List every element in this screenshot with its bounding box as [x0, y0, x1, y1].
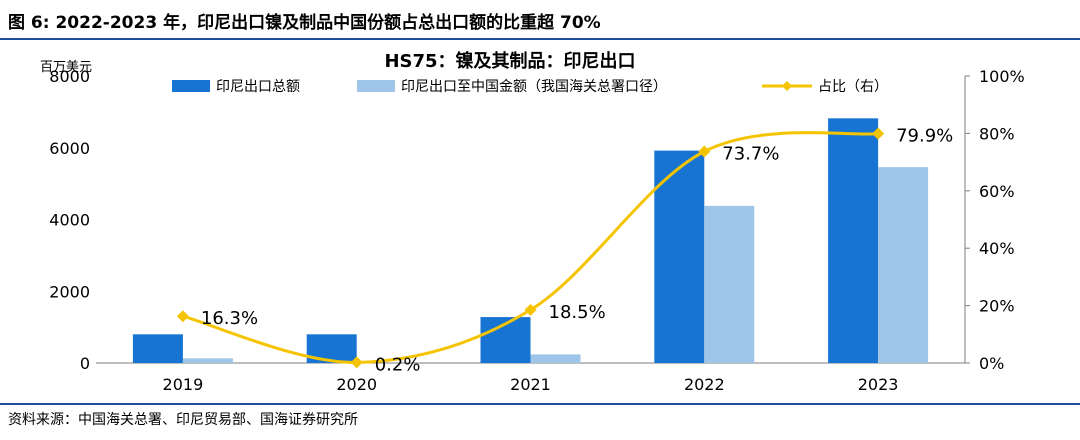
legend: 印尼出口总额 印尼出口至中国金额（我国海关总署口径） 占比（右）: [172, 79, 888, 95]
y-right-tick-label: 100%: [979, 67, 1025, 86]
top-divider: [0, 38, 1080, 40]
legend-swatch-total: [172, 80, 210, 92]
x-tick-label: 2019: [163, 375, 204, 394]
bars: [132, 118, 929, 364]
share-point-marker: [350, 356, 363, 369]
legend-label-total: 印尼出口总额: [216, 79, 300, 95]
share-data-label: 0.2%: [375, 354, 421, 375]
source-note: 资料来源：中国海关总署、印尼贸易部、国海证券研究所: [8, 412, 358, 428]
legend-swatch-share-marker: [782, 81, 792, 91]
share-point-marker: [176, 310, 189, 323]
bar-export-to-china: [182, 358, 233, 363]
y-left-tick-label: 6000: [49, 139, 90, 158]
data-labels: 16.3% 0.2% 18.5% 73.7% 79.9%: [201, 126, 953, 376]
y-right-tick-label: 40%: [979, 239, 1015, 258]
share-point-marker: [524, 303, 537, 316]
chart-title: HS75：镍及其制品：印尼出口: [384, 50, 635, 72]
bar-export-to-china: [878, 167, 929, 363]
legend-label-china: 印尼出口至中国金额（我国海关总署口径）: [401, 79, 667, 95]
share-point-marker: [872, 127, 885, 140]
share-point-marker: [698, 145, 711, 158]
figure-label: 图 6:: [8, 13, 50, 33]
x-tick-label: 2022: [684, 375, 725, 394]
y-right-tick-label: 60%: [979, 182, 1015, 201]
figure-title: 图 6: 2022-2023 年，印尼出口镍及制品中国份额占总出口额的比重超 7…: [8, 8, 601, 33]
bar-export-to-china: [704, 205, 755, 363]
share-data-label: 73.7%: [722, 143, 779, 164]
y-left-tick-label: 2000: [49, 282, 90, 301]
x-tick-label: 2020: [336, 375, 377, 394]
bar-total-export: [828, 118, 879, 364]
x-tick-label: 2023: [858, 375, 899, 394]
bar-export-to-china: [530, 354, 581, 363]
figure-heading: 2022-2023 年，印尼出口镍及制品中国份额占总出口额的比重超 70%: [55, 13, 601, 33]
y-left-tick-label: 8000: [49, 67, 90, 86]
y-right-tick-label: 0%: [979, 354, 1004, 373]
figure-header: 图 6: 2022-2023 年，印尼出口镍及制品中国份额占总出口额的比重超 7…: [0, 0, 1080, 40]
bottom-divider: [0, 403, 1080, 405]
share-line: [176, 127, 885, 369]
y-left-tick-label: 4000: [49, 211, 90, 230]
bar-total-export: [654, 150, 705, 363]
share-data-label: 16.3%: [201, 308, 258, 329]
y-left-tick-label: 0: [80, 354, 90, 373]
share-data-label: 79.9%: [896, 126, 953, 147]
y-right-tick-label: 80%: [979, 124, 1015, 143]
x-tick-label: 2021: [510, 375, 551, 394]
axes: 0 2000 4000 6000 8000 0% 20% 40% 60% 80% 100% 2019 2…: [49, 67, 1024, 394]
legend-swatch-china: [357, 80, 395, 92]
chart: HS75：镍及其制品：印尼出口 百万美元 印尼出口总额 印尼出口至中国金额（我国…: [40, 50, 1025, 394]
left-axis-unit-label: 百万美元: [40, 60, 92, 75]
share-data-label: 18.5%: [549, 302, 606, 323]
y-right-tick-label: 20%: [979, 297, 1015, 316]
bar-total-export: [132, 334, 183, 363]
legend-label-share: 占比（右）: [818, 79, 888, 95]
